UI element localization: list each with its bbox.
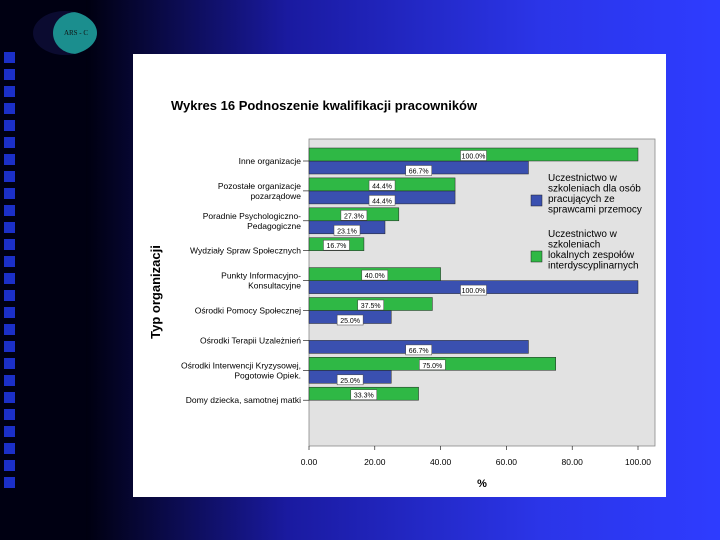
decor-square bbox=[4, 375, 15, 386]
data-label-box bbox=[405, 165, 432, 176]
data-label-box bbox=[340, 210, 368, 221]
x-tick-label: 100.00 bbox=[625, 457, 651, 467]
legend-label: Uczestnictwo w bbox=[548, 229, 618, 240]
category-label: Ośrodki Interwencji Kryzysowej, bbox=[181, 360, 301, 370]
decor-square bbox=[4, 256, 15, 267]
data-label-box bbox=[336, 314, 364, 326]
decor-square bbox=[4, 120, 15, 131]
decor-square bbox=[4, 52, 15, 63]
category-label: Punkty Informacyjno- bbox=[221, 271, 301, 281]
data-label-box bbox=[357, 299, 384, 311]
data-label-box bbox=[361, 269, 389, 281]
data-label-box bbox=[368, 195, 396, 206]
chart-title: Wykres 16 Podnoszenie kwalifikacji praco… bbox=[171, 98, 478, 113]
logo-text: ARS - C bbox=[63, 29, 89, 37]
legend-label: szkoleniach dla osób bbox=[548, 184, 641, 195]
legend-label: interdyscyplinarnych bbox=[548, 261, 639, 272]
category-label: Wydziały Spraw Społecznych bbox=[190, 246, 301, 256]
x-tick-label: 40.00 bbox=[430, 457, 452, 467]
data-label: 75.0% bbox=[422, 363, 442, 370]
decor-square bbox=[4, 171, 15, 182]
data-label-box bbox=[368, 180, 396, 191]
x-axis-title: % bbox=[477, 478, 487, 490]
data-label-box bbox=[333, 225, 361, 236]
data-label-box bbox=[460, 150, 487, 161]
decor-square bbox=[4, 426, 15, 437]
decor-square bbox=[4, 188, 15, 199]
x-tick-label: 20.00 bbox=[364, 457, 386, 467]
data-label: 44.4% bbox=[372, 183, 392, 190]
data-label-box bbox=[336, 374, 364, 386]
data-label-box bbox=[419, 359, 446, 371]
data-label-box bbox=[405, 344, 432, 356]
x-tick-label: 60.00 bbox=[496, 457, 518, 467]
data-label: 37.5% bbox=[361, 303, 381, 310]
category-label: Ośrodki Terapii Uzależnień bbox=[200, 335, 301, 345]
decor-square bbox=[4, 273, 15, 284]
decor-square bbox=[4, 341, 15, 352]
legend-label: sprawcami przemocy bbox=[548, 205, 642, 216]
decor-square bbox=[4, 392, 15, 403]
decorative-squares bbox=[4, 52, 20, 494]
x-tick-label: 80.00 bbox=[562, 457, 584, 467]
y-axis-title: Typ organizacji bbox=[148, 245, 163, 339]
decor-square bbox=[4, 290, 15, 301]
legend-swatch bbox=[530, 194, 543, 207]
logo: ARS - C bbox=[33, 11, 97, 55]
legend-swatch bbox=[530, 250, 543, 263]
decor-square bbox=[4, 154, 15, 165]
bar-chart: Wykres 16 Podnoszenie kwalifikacji praco… bbox=[148, 98, 656, 490]
chart-panel: Wykres 16 Podnoszenie kwalifikacji praco… bbox=[133, 54, 666, 497]
data-label: 23.1% bbox=[337, 228, 357, 235]
legend-label: pracujących ze bbox=[548, 194, 615, 205]
data-label-box bbox=[460, 284, 487, 296]
data-label: 16.7% bbox=[327, 243, 347, 250]
data-label-box bbox=[323, 239, 350, 251]
decor-square bbox=[4, 86, 15, 97]
category-label: Konsultacyjne bbox=[248, 281, 301, 291]
category-label: Domy dziecka, samotnej matki bbox=[186, 395, 301, 405]
data-label: 25.0% bbox=[340, 318, 360, 325]
category-label: Poradnie Psychologiczno- bbox=[203, 211, 301, 221]
logo-badge: ARS - C bbox=[53, 12, 97, 54]
category-label: Pedagogiczne bbox=[247, 221, 301, 231]
category-label: Pozostałe organizacje bbox=[218, 181, 301, 191]
data-label: 44.4% bbox=[372, 198, 392, 205]
legend-label: szkoleniach bbox=[548, 240, 600, 251]
category-label: Ośrodki Pomocy Społecznej bbox=[195, 306, 301, 316]
x-tick-label: 0.00 bbox=[301, 457, 318, 467]
decor-square bbox=[4, 324, 15, 335]
decor-square bbox=[4, 137, 15, 148]
category-label: Inne organizacje bbox=[239, 156, 302, 166]
decor-square bbox=[4, 460, 15, 471]
data-label: 25.0% bbox=[340, 378, 360, 385]
data-label: 100.0% bbox=[462, 288, 486, 295]
decor-square bbox=[4, 307, 15, 318]
decor-square bbox=[4, 222, 15, 233]
data-label: 27.3% bbox=[344, 213, 364, 220]
category-label: pozarządowe bbox=[250, 191, 301, 201]
data-label: 40.0% bbox=[365, 273, 385, 280]
decor-square bbox=[4, 239, 15, 250]
data-label: 66.7% bbox=[409, 348, 429, 355]
decor-square bbox=[4, 477, 15, 488]
decor-square bbox=[4, 103, 15, 114]
decor-square bbox=[4, 409, 15, 420]
decor-square bbox=[4, 358, 15, 369]
decor-square bbox=[4, 205, 15, 216]
data-label: 100.0% bbox=[462, 154, 486, 161]
category-label: Pogotowie Opiek. bbox=[234, 370, 301, 380]
data-label: 33.3% bbox=[354, 393, 374, 400]
decor-square bbox=[4, 69, 15, 80]
legend-label: lokalnych zespołów bbox=[548, 250, 635, 261]
data-label-box bbox=[350, 389, 378, 400]
legend-label: Uczestnictwo w bbox=[548, 173, 618, 184]
decor-square bbox=[4, 443, 15, 454]
data-label: 66.7% bbox=[409, 169, 429, 176]
